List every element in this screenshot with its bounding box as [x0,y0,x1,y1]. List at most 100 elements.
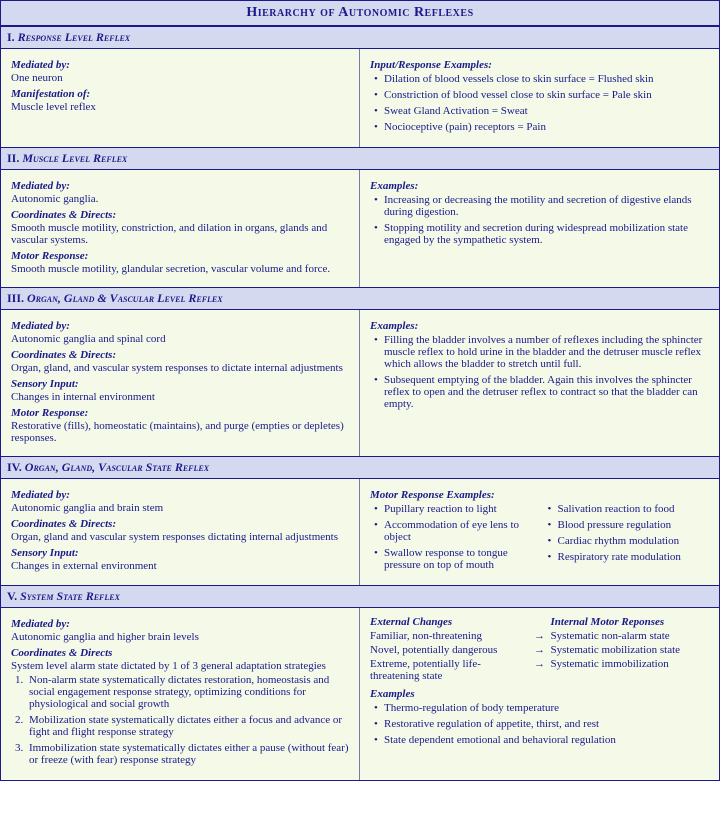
arrow-icon: → [533,630,547,642]
external-changes-heading: External Changes [370,616,529,628]
ext-cell: Familiar, non-threatening [370,630,529,642]
list-item: Filling the bladder involves a number of… [374,334,709,370]
arrow-icon: → [533,644,547,656]
left-col: Mediated by: Autonomic ganglia and brain… [1,479,360,585]
section-header-5: V. System State Reflex [1,585,719,608]
mediated-label: Mediated by: [11,180,349,192]
list-item: Thermo-regulation of body temperature [374,702,709,714]
section-body-2: Mediated by: Autonomic ganglia. Coordina… [1,170,719,287]
mediated-text: Autonomic ganglia and spinal cord [11,333,349,345]
right-col: Motor Response Examples: Pupillary react… [360,479,719,585]
manifestation-label: Manifestation of: [11,88,349,100]
right-col: External Changes Internal Motor Reponses… [360,608,719,780]
list-item: Mobilization state systematically dictat… [15,714,349,738]
section-header-2: II. Muscle Level Reflex [1,147,719,170]
document-page: Hierarchy of Autonomic Reflexes I. Respo… [0,0,720,781]
mediated-text: Autonomic ganglia and higher brain level… [11,631,349,643]
list-item: Swallow response to tongue pressure on t… [374,547,536,571]
list-item: Constriction of blood vessel close to sk… [374,89,709,101]
mediated-label: Mediated by: [11,618,349,630]
section-num: III. [7,291,24,305]
mediated-label: Mediated by: [11,489,349,501]
motor-label: Motor Response: [11,250,349,262]
mediated-text: Autonomic ganglia and brain stem [11,502,349,514]
right-col: Input/Response Examples: Dilation of blo… [360,49,719,147]
coordinates-label: Coordinates & Directs: [11,209,349,221]
list-item: State dependent emotional and behavioral… [374,734,709,746]
mediated-label: Mediated by: [11,320,349,332]
section-name: Response Level Reflex [18,30,130,44]
list-item: Increasing or decreasing the motility an… [374,194,709,218]
examples-label: Examples: [370,180,709,192]
motor-label: Motor Response: [11,407,349,419]
section-name: Organ, Gland, Vascular State Reflex [25,460,209,474]
int-cell: Systematic immobilization [551,658,710,682]
list-item: Salivation reaction to food [548,503,710,515]
examples-label: Motor Response Examples: [370,489,709,501]
section-header-1: I. Response Level Reflex [1,26,719,49]
page-title: Hierarchy of Autonomic Reflexes [1,1,719,26]
mediated-label: Mediated by: [11,59,349,71]
coordinates-text: Organ, gland, and vascular system respon… [11,362,349,374]
changes-responses-table: External Changes Internal Motor Reponses… [370,616,709,682]
coordinates-label: Coordinates & Directs: [11,349,349,361]
list-item: Immobilization state systematically dict… [15,742,349,766]
examples-col2: Salivation reaction to food Blood pressu… [544,503,710,575]
list-item: Respiratory rate modulation [548,551,710,563]
section-name: System State Reflex [20,589,120,603]
section-body-3: Mediated by: Autonomic ganglia and spina… [1,310,719,456]
int-cell: Systematic non-alarm state [551,630,710,642]
list-item: Stopping motility and secretion during w… [374,222,709,246]
coordinates-text: Organ, gland and vascular system respons… [11,531,349,543]
examples-heading: Examples [370,688,709,700]
strategies-list: Non-alarm state systematically dictates … [11,674,349,766]
coordinates-label: Coordinates & Directs: [11,518,349,530]
section-header-3: III. Organ, Gland & Vascular Level Refle… [1,287,719,310]
section-num: IV. [7,460,22,474]
list-item: Dilation of blood vessels close to skin … [374,73,709,85]
list-item: Accommodation of eye lens to object [374,519,536,543]
coordinates-text: Smooth muscle motility, constriction, an… [11,222,349,246]
sensory-text: Changes in external environment [11,560,349,572]
examples-col1: Pupillary reaction to light Accommodatio… [370,503,536,575]
list-item: Non-alarm state systematically dictates … [15,674,349,710]
section-num: I. [7,30,15,44]
two-col-list: Pupillary reaction to light Accommodatio… [370,501,709,575]
left-col: Mediated by: One neuron Manifestation of… [1,49,360,147]
motor-text: Smooth muscle motility, glandular secret… [11,263,349,275]
motor-text: Restorative (fills), homeostatic (mainta… [11,420,349,444]
list-item: Cardiac rhythm modulation [548,535,710,547]
examples-list: Thermo-regulation of body temperature Re… [370,702,709,746]
left-col: Mediated by: Autonomic ganglia and spina… [1,310,360,456]
left-col: Mediated by: Autonomic ganglia and highe… [1,608,360,780]
section-num: V. [7,589,17,603]
section-body-5: Mediated by: Autonomic ganglia and highe… [1,608,719,780]
right-col: Examples: Increasing or decreasing the m… [360,170,719,287]
coordinates-text: System level alarm state dictated by 1 o… [11,660,349,672]
left-col: Mediated by: Autonomic ganglia. Coordina… [1,170,360,287]
section-num: II. [7,151,19,165]
sensory-text: Changes in internal environment [11,391,349,403]
list-item: Pupillary reaction to light [374,503,536,515]
coordinates-label: Coordinates & Directs [11,647,349,659]
list-item: Nocioceptive (pain) receptors = Pain [374,121,709,133]
examples-label: Examples: [370,320,709,332]
section-header-4: IV. Organ, Gland, Vascular State Reflex [1,456,719,479]
internal-responses-heading: Internal Motor Reponses [551,616,710,628]
right-col: Examples: Filling the bladder involves a… [360,310,719,456]
section-name: Organ, Gland & Vascular Level Reflex [27,291,223,305]
ext-cell: Novel, potentially dangerous [370,644,529,656]
list-item: Subsequent emptying of the bladder. Agai… [374,374,709,410]
section-body-1: Mediated by: One neuron Manifestation of… [1,49,719,147]
int-cell: Systematic mobilization state [551,644,710,656]
list-item: Restorative regulation of appetite, thir… [374,718,709,730]
arrow-icon: → [533,658,547,682]
examples-list: Filling the bladder involves a number of… [370,334,709,410]
examples-list: Increasing or decreasing the motility an… [370,194,709,246]
examples-list: Dilation of blood vessels close to skin … [370,73,709,133]
examples-label: Input/Response Examples: [370,59,709,71]
section-body-4: Mediated by: Autonomic ganglia and brain… [1,479,719,585]
spacer [533,616,547,628]
sensory-label: Sensory Input: [11,378,349,390]
list-item: Blood pressure regulation [548,519,710,531]
